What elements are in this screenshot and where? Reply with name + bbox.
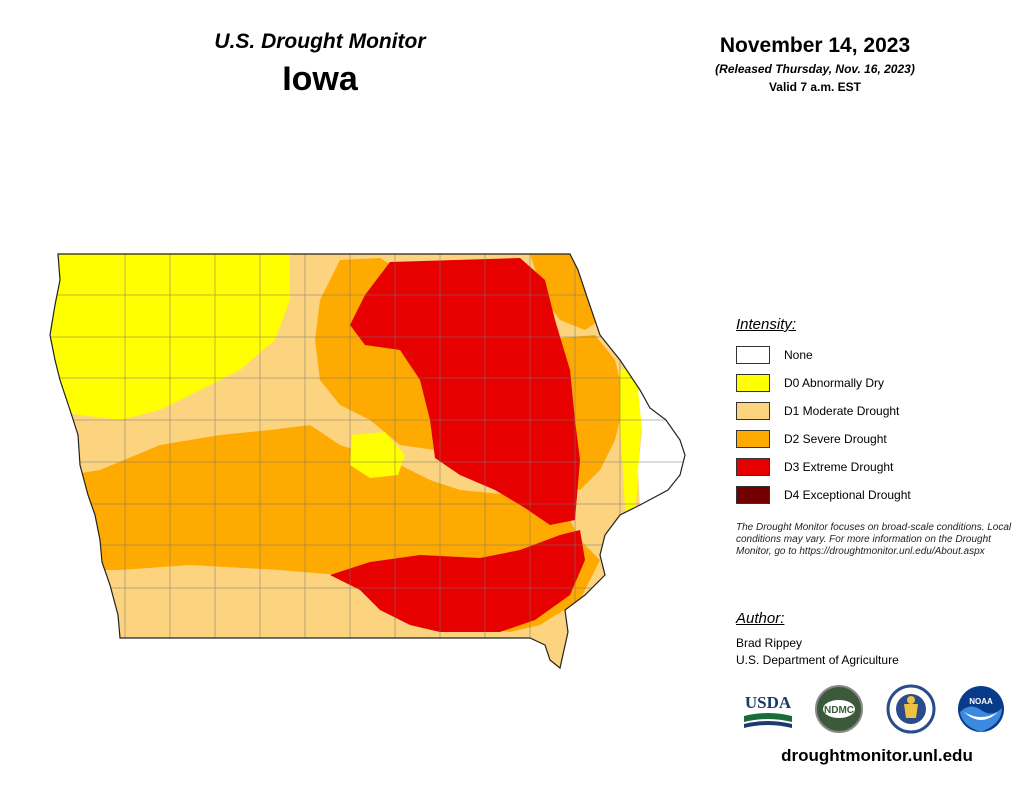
noaa-logo-icon: NOAA	[958, 686, 1004, 732]
usda-logo-text: USDA	[745, 693, 792, 712]
d3-northeast-area	[350, 258, 580, 525]
state-name: Iowa	[282, 60, 358, 98]
header-left: U.S. Drought Monitor Iowa	[140, 30, 500, 99]
ndmc-logo-text: NDMC	[824, 705, 854, 716]
author-name: Brad Rippey	[736, 636, 803, 650]
state-outline	[49, 253, 686, 670]
partner-logos: USDA NDMC NOAA	[740, 684, 1010, 734]
legend-swatch-d1	[736, 402, 770, 420]
legend-item-none: None	[736, 341, 1016, 369]
legend-item-d1: D1 Moderate Drought	[736, 397, 1016, 425]
legend-label-d4: D4 Exceptional Drought	[784, 488, 911, 502]
legend-item-d2: D2 Severe Drought	[736, 425, 1016, 453]
legend-label-d0: D0 Abnormally Dry	[784, 376, 885, 390]
legend-heading: Intensity:	[736, 316, 797, 333]
legend-item-d3: D3 Extreme Drought	[736, 453, 1016, 481]
noaa-logo-text: NOAA	[969, 697, 993, 706]
legend-item-d4: D4 Exceptional Drought	[736, 481, 1016, 509]
author-organization: U.S. Department of Agriculture	[736, 653, 899, 667]
disclaimer-text: The Drought Monitor focuses on broad-sca…	[736, 522, 1012, 557]
legend-label-d3: D3 Extreme Drought	[784, 460, 894, 474]
legend-swatch-d4	[736, 486, 770, 504]
county-grid	[50, 254, 685, 668]
author-block: Author: Brad Rippey U.S. Department of A…	[736, 610, 1016, 669]
map-date: November 14, 2023	[719, 34, 911, 57]
legend-label-d2: D2 Severe Drought	[784, 432, 887, 446]
legend: Intensity: None D0 Abnormally Dry D1 Mod…	[736, 316, 1016, 509]
drought-areas	[50, 254, 685, 668]
doc-seal-icon	[886, 684, 936, 734]
d3-south-area	[330, 530, 585, 632]
header-right: November 14, 2023 (Released Thursday, No…	[650, 34, 980, 94]
website-link[interactable]: droughtmonitor.unl.edu	[781, 746, 973, 765]
legend-swatch-d3	[736, 458, 770, 476]
d0-east-area	[620, 365, 645, 515]
iowa-drought-map	[49, 253, 686, 670]
legend-label-d1: D1 Moderate Drought	[784, 404, 900, 418]
ndmc-logo-icon: NDMC	[815, 685, 863, 733]
product-title: U.S. Drought Monitor	[214, 30, 426, 53]
release-note: (Released Thursday, Nov. 16, 2023)	[715, 62, 915, 76]
legend-label-none: None	[784, 348, 813, 362]
legend-item-d0: D0 Abnormally Dry	[736, 369, 1016, 397]
d0-central-area	[350, 432, 405, 478]
legend-swatch-d0	[736, 374, 770, 392]
legend-swatch-none	[736, 346, 770, 364]
author-heading: Author:	[736, 610, 785, 627]
legend-swatch-d2	[736, 430, 770, 448]
usda-logo-icon: USDA	[744, 693, 792, 728]
valid-time: Valid 7 a.m. EST	[768, 80, 862, 94]
